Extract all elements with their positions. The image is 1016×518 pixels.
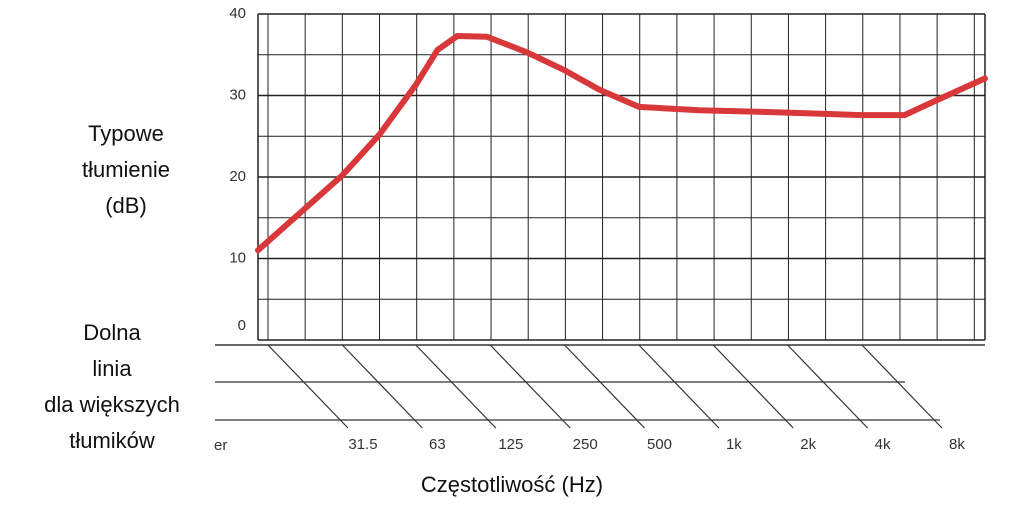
x-tick-label: 2k xyxy=(800,436,816,453)
note: Dolna xyxy=(83,320,141,345)
x-tick-mark xyxy=(489,344,571,429)
x-tick-mark xyxy=(787,344,869,429)
note: dla większych xyxy=(44,392,180,417)
x-tick-mark xyxy=(861,344,943,429)
cut-fragment: er xyxy=(214,437,227,454)
y-axis-title: Typowe xyxy=(88,121,164,146)
x-tick-label: 63 xyxy=(429,436,446,453)
note: tłumików xyxy=(69,428,155,453)
x-tick-label: 4k xyxy=(875,436,891,453)
y-tick-label: 30 xyxy=(229,86,246,103)
y-axis-title: tłumienie xyxy=(82,157,170,182)
data-line xyxy=(255,33,988,254)
y-axis-title: (dB) xyxy=(105,193,147,218)
note: linia xyxy=(92,356,132,381)
x-tick-mark xyxy=(712,344,794,429)
x-tick-label: 125 xyxy=(498,436,523,453)
y-tick-label: 20 xyxy=(229,168,246,185)
y-tick-label: 0 xyxy=(238,317,246,334)
x-tick-label: 8k xyxy=(949,436,965,453)
x-axis-title: Częstotliwość (Hz) xyxy=(421,472,603,497)
x-tick-mark xyxy=(415,344,497,429)
x-tick-mark xyxy=(341,344,423,429)
x-tick-label: 31.5 xyxy=(348,436,377,453)
x-tick-mark xyxy=(267,344,349,429)
x-tick-label: 1k xyxy=(726,436,742,453)
x-tick-mark xyxy=(638,344,720,429)
x-tick-mark xyxy=(564,344,645,429)
y-tick-label: 10 xyxy=(229,249,246,266)
y-tick-label: 40 xyxy=(229,5,246,22)
x-tick-label: 250 xyxy=(573,436,598,453)
x-tick-label: 500 xyxy=(647,436,672,453)
